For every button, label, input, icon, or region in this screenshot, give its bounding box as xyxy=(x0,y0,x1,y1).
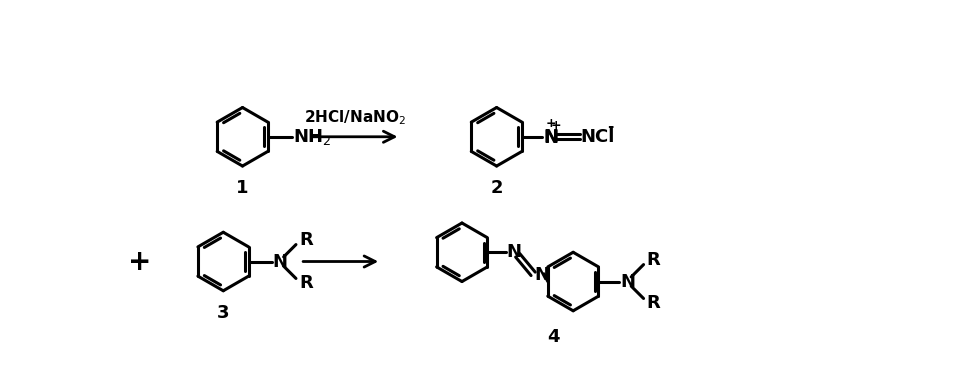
Text: 2HCl/NaNO$_2$: 2HCl/NaNO$_2$ xyxy=(304,108,406,127)
Text: N: N xyxy=(506,242,522,261)
Text: N: N xyxy=(272,252,288,270)
Text: R: R xyxy=(299,274,313,292)
Text: 3: 3 xyxy=(217,304,230,322)
Text: +: + xyxy=(128,247,152,275)
Text: +: + xyxy=(551,119,561,133)
Text: 1: 1 xyxy=(237,179,249,197)
Text: 2: 2 xyxy=(491,179,503,197)
Text: 4: 4 xyxy=(548,328,560,346)
Text: R: R xyxy=(646,294,661,312)
Text: -: - xyxy=(607,119,613,134)
Text: NH$_2$: NH$_2$ xyxy=(294,127,331,147)
Text: N: N xyxy=(620,273,635,291)
Text: R: R xyxy=(646,251,661,269)
Text: N: N xyxy=(534,266,549,284)
Text: $\mathdefault{\overset{+}{N}}$: $\mathdefault{\overset{+}{N}}$ xyxy=(543,119,558,148)
Text: R: R xyxy=(299,231,313,249)
Text: N: N xyxy=(544,128,558,146)
Text: NCl: NCl xyxy=(581,128,614,146)
